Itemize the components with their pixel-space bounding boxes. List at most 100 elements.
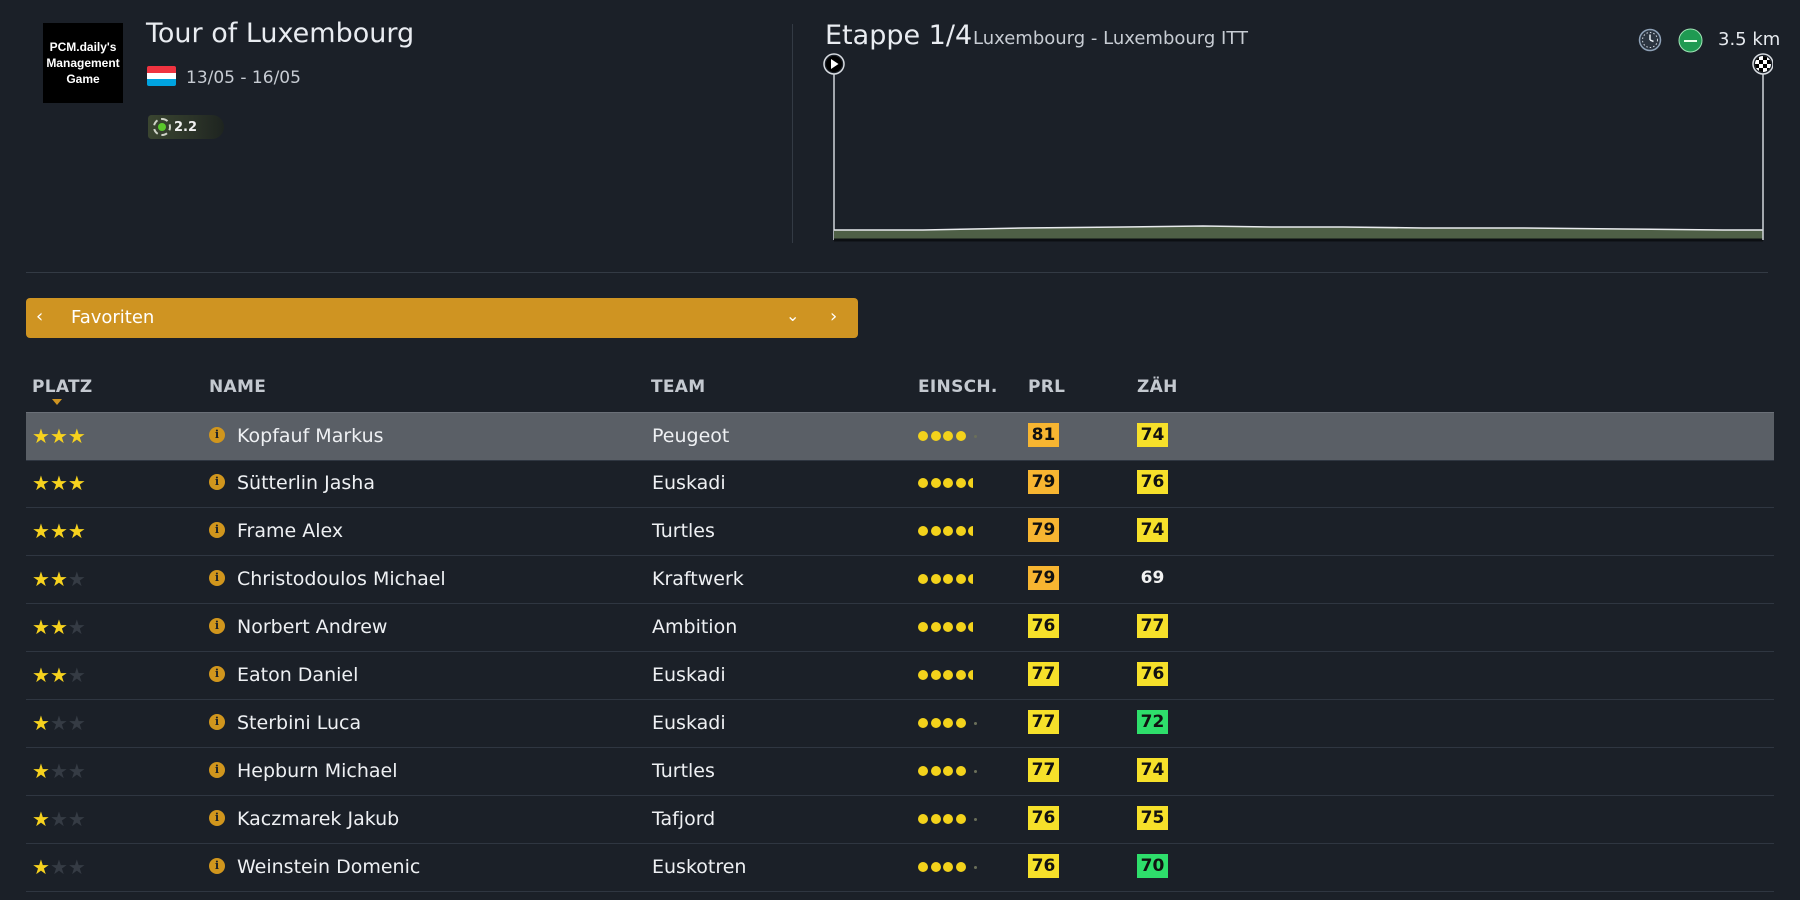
column-header-platz[interactable]: PLATZ [32,377,93,397]
column-header-einsch[interactable]: EINSCH. [918,377,998,397]
star-icon: ★ [32,711,50,735]
table-row[interactable]: ★★★ i Hepburn Michael Turtles 77 74 [26,748,1774,796]
rider-team[interactable]: Euskadi [652,712,726,734]
column-header-zah[interactable]: ZÄH [1137,377,1178,397]
table-row[interactable]: ★★★ i Frame Alex Turtles 79 74 [26,508,1774,556]
column-header-name[interactable]: NAME [209,377,267,397]
prl-value: 79 [1028,470,1059,494]
info-icon[interactable]: i [209,570,225,586]
form-dot [955,478,966,488]
form-dot [955,814,966,824]
star-icon: ★ [49,663,68,687]
star-icon: ★ [32,567,50,591]
zah-value: 74 [1137,423,1168,447]
rider-team[interactable]: Euskadi [652,664,726,686]
luxembourg-flag-icon [147,66,176,86]
rider-name[interactable]: Sterbini Luca [237,712,362,734]
rider-name[interactable]: Frame Alex [237,520,344,542]
form-dot [974,817,977,821]
form-dot [974,434,977,438]
form-dot [943,526,953,536]
rider-name[interactable]: Weinstein Domenic [237,856,421,878]
rider-name[interactable]: Eaton Daniel [237,664,359,686]
prl-value: 79 [1028,566,1059,590]
prl-value: 77 [1028,710,1059,734]
column-header-prl[interactable]: PRL [1028,377,1066,397]
form-dot [918,718,928,728]
rider-team[interactable]: Turtles [652,760,715,782]
form-rating [918,573,981,585]
form-dot [918,574,928,584]
rider-name[interactable]: Christodoulos Michael [237,568,446,590]
prl-value: 81 [1028,423,1059,447]
prl-value: 76 [1028,854,1059,878]
zah-value: 70 [1137,854,1168,878]
rider-team[interactable]: Euskotren [652,856,747,878]
prl-value: 77 [1028,758,1059,782]
star-icon: ★ [49,759,68,783]
stage-profile-chart [823,53,1773,242]
info-icon[interactable]: i [209,762,225,778]
form-dot [930,622,941,632]
rider-name[interactable]: Kaczmarek Jakub [237,808,400,830]
star-icon: ★ [32,471,50,495]
rider-team[interactable]: Euskadi [652,472,726,494]
info-icon[interactable]: i [209,474,225,490]
column-header-team[interactable]: TEAM [651,377,706,397]
chevron-down-icon[interactable]: ⌄ [786,306,800,325]
info-icon[interactable]: i [209,522,225,538]
table-row[interactable]: ★★★ i Eaton Daniel Euskadi 77 76 [26,652,1774,700]
form-dot [974,721,977,725]
rating-stars: ★★★ [32,617,86,637]
rating-stars: ★★★ [32,857,86,877]
rider-name[interactable]: Kopfauf Markus [237,425,384,447]
info-icon[interactable]: i [209,618,225,634]
rider-team[interactable]: Peugeot [652,425,730,447]
star-icon: ★ [67,615,86,639]
rider-team[interactable]: Turtles [652,520,715,542]
rider-name[interactable]: Sütterlin Jasha [237,472,375,494]
zah-value: 72 [1137,710,1168,734]
rider-name[interactable]: Norbert Andrew [237,616,388,638]
form-dot [930,670,941,680]
table-row[interactable]: ★★★ i Kaczmarek Jakub Tafjord 76 75 [26,796,1774,844]
form-dot [918,814,928,824]
chevron-right-icon[interactable]: › [830,306,838,327]
star-icon: ★ [67,663,86,687]
zah-value: 76 [1137,662,1168,686]
flag-stripe-red [147,66,176,73]
table-row[interactable]: ★★★ i Norbert Andrew Ambition 76 77 [26,604,1774,652]
rider-name[interactable]: Hepburn Michael [237,760,398,782]
info-icon[interactable]: i [209,714,225,730]
table-row[interactable]: ★★★ i Weinstein Domenic Euskotren 76 70 [26,844,1774,892]
info-icon[interactable]: i [209,858,225,874]
form-rating [918,621,981,633]
table-row[interactable]: ★★★ i Christodoulos Michael Kraftwerk 79 69 [26,556,1774,604]
zah-value: 74 [1137,758,1168,782]
rating-stars: ★★★ [32,426,86,446]
table-row[interactable]: ★★★ i Sterbini Luca Euskadi 77 72 [26,700,1774,748]
info-icon[interactable]: i [209,427,225,443]
form-dot [943,766,953,776]
info-icon[interactable]: i [209,810,225,826]
zah-value: 77 [1137,614,1168,638]
prl-value: 79 [1028,518,1059,542]
rider-team[interactable]: Kraftwerk [652,568,744,590]
star-icon: ★ [67,567,86,591]
filter-selector[interactable]: ‹ Favoriten ⌄ › [26,298,858,338]
rider-team[interactable]: Ambition [652,616,738,638]
table-row[interactable]: ★★★ i Sütterlin Jasha Euskadi 79 76 [26,460,1774,508]
form-dot [943,718,953,728]
rider-team[interactable]: Tafjord [652,808,716,830]
form-dot [930,718,941,728]
form-dot [930,766,941,776]
chevron-left-icon[interactable]: ‹ [36,306,44,327]
zah-value: 69 [1140,568,1165,588]
form-dot [918,670,928,680]
rating-stars: ★★★ [32,713,86,733]
form-dot [918,526,928,536]
race-dates: 13/05 - 16/05 [186,68,301,88]
table-row[interactable]: ★★★ i Kopfauf Markus Peugeot 81 74 [26,412,1774,461]
form-dot [955,622,966,632]
info-icon[interactable]: i [209,666,225,682]
